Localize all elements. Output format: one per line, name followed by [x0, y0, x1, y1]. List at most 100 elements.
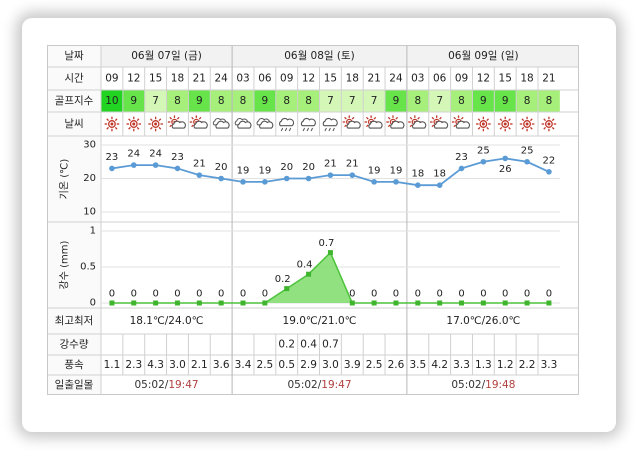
wind-value: 3.5 — [409, 359, 426, 371]
wind-value: 2.6 — [388, 359, 405, 371]
temp-point — [218, 175, 224, 182]
rain-icon — [279, 117, 295, 132]
partly-cloudy-icon — [189, 115, 208, 129]
golf-cell — [253, 90, 276, 112]
hour-cell: 18 — [346, 73, 359, 85]
precip-area — [111, 252, 549, 303]
hour-cell: 21 — [367, 73, 380, 85]
temp-data-label: 25 — [521, 145, 534, 156]
temp-point — [393, 179, 399, 185]
precip-data-label: 0 — [524, 289, 530, 300]
sun-icon — [476, 116, 491, 132]
precip-amount-label: 강수량 — [60, 339, 89, 351]
wind-value: 2.5 — [257, 359, 274, 371]
day-sunrise-sunset: 05:02/19:47 — [287, 379, 351, 391]
precip-data-label: 0 — [436, 289, 442, 300]
temp-point — [240, 179, 246, 185]
precip-data-label: 0 — [393, 289, 399, 300]
temp-point — [109, 165, 115, 172]
wind-value: 3.6 — [213, 359, 230, 371]
golf-cell — [538, 90, 560, 112]
temp-tick-label: 20 — [83, 173, 96, 184]
wind-value: 2.1 — [191, 359, 208, 371]
hour-cell: 24 — [214, 73, 228, 85]
wind-value: 2.3 — [125, 359, 142, 371]
sun-icon — [148, 116, 163, 132]
golf-index-value: 9 — [502, 95, 509, 107]
hour-cell: 21 — [542, 73, 555, 85]
golf-index-value: 8 — [240, 95, 247, 107]
golf-cell — [363, 90, 386, 112]
partly-cloudy-icon — [342, 115, 361, 129]
partly-cloudy-icon — [167, 115, 186, 129]
precip-data-label: 0 — [415, 289, 421, 300]
golf-index-value: 9 — [480, 95, 487, 107]
precip-point — [480, 300, 486, 306]
temp-data-label: 20 — [302, 162, 315, 173]
sun-icon — [104, 116, 120, 132]
temp-point — [327, 172, 334, 178]
precip-data-label: 0.2 — [275, 274, 291, 285]
wind-value: 3.4 — [235, 359, 252, 371]
golf-cell — [516, 90, 538, 112]
golf-index-value: 9 — [196, 95, 203, 107]
cloudy-icon — [234, 118, 252, 129]
precip-data-label: 0 — [218, 289, 224, 300]
panel-border — [47, 45, 579, 395]
temp-data-label: 23 — [171, 152, 184, 163]
cloudy-icon — [256, 118, 274, 129]
hour-cell: 09 — [455, 73, 468, 85]
sunrise-sunset-label: 일출일몰 — [55, 378, 94, 391]
temp-data-label: 25 — [477, 145, 490, 156]
golf-cell — [341, 90, 364, 112]
temp-data-label: 21 — [324, 159, 337, 170]
date-row-bg — [47, 45, 579, 67]
precip-point — [524, 300, 530, 306]
sun-icon — [519, 116, 535, 132]
golf-cell — [385, 90, 407, 112]
golf-cell — [450, 90, 473, 112]
precip-point — [459, 300, 465, 306]
temp-data-label: 21 — [193, 159, 206, 170]
precip-data-label: 0 — [174, 289, 180, 300]
temp-point — [349, 172, 356, 178]
temp-data-label: 26 — [499, 164, 512, 175]
golf-index-value: 9 — [262, 95, 269, 107]
wind-value: 3.0 — [169, 359, 186, 371]
temp-data-label: 19 — [237, 165, 250, 176]
precip-data-label: 0 — [349, 289, 355, 300]
golf-cell — [232, 90, 254, 112]
temp-point — [458, 165, 465, 172]
precip-data-label: 0 — [546, 289, 552, 300]
golf-index-value: 8 — [218, 95, 225, 107]
time-label: 시간 — [64, 73, 84, 85]
precip-amount-value: 0.4 — [300, 339, 317, 351]
golf-index-value: 10 — [105, 95, 118, 107]
hour-cell: 12 — [127, 73, 140, 85]
temp-data-label: 18 — [411, 169, 424, 180]
label-column-bg — [47, 45, 101, 395]
temp-data-label: 23 — [455, 152, 468, 163]
wind-value: 3.3 — [541, 359, 558, 371]
wind-value: 1.3 — [475, 359, 492, 371]
wind-value: 2.9 — [300, 359, 317, 371]
temp-data-label: 22 — [543, 155, 556, 166]
hour-cell: 06 — [433, 73, 447, 85]
hour-cell: 12 — [477, 73, 490, 85]
precip-point — [327, 250, 333, 256]
golf-index-value: 7 — [349, 95, 356, 107]
temp-point — [174, 165, 181, 172]
golf-index-value: 7 — [371, 95, 378, 107]
wind-value: 3.3 — [453, 359, 470, 371]
precip-point — [109, 300, 115, 306]
temp-data-label: 19 — [259, 165, 272, 176]
temp-point — [436, 182, 443, 188]
temp-point — [130, 162, 137, 168]
temp-axis-label: 기온 (℃) — [59, 159, 71, 200]
golf-index-value: 8 — [283, 95, 290, 107]
precip-data-label: 0 — [240, 289, 246, 300]
temp-point — [283, 175, 290, 182]
wind-value: 1.2 — [497, 359, 514, 371]
precip-point — [153, 300, 159, 306]
